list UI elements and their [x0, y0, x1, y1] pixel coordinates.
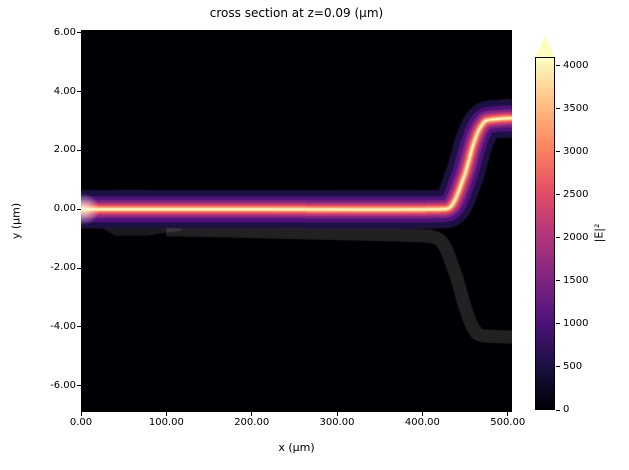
colorbar-tick-label: 2000	[563, 231, 589, 243]
x-axis-label: x (μm)	[278, 441, 315, 454]
y-tick-mark	[77, 208, 81, 210]
colorbar-tick-mark	[556, 409, 560, 411]
x-tick-label: 500.00	[490, 417, 526, 428]
x-tick-mark	[165, 412, 167, 416]
colorbar-tick-label: 3500	[563, 102, 589, 114]
colorbar-tick-label: 4000	[563, 59, 589, 71]
colorbar-extend-arrow	[535, 36, 555, 57]
colorbar-tick-mark	[556, 151, 560, 153]
y-tick-mark	[77, 32, 81, 34]
colorbar-tick-mark	[556, 280, 560, 282]
y-tick-mark	[77, 326, 81, 328]
colorbar-label: |E|²	[592, 223, 606, 243]
colorbar-tick-label: 1500	[563, 274, 589, 286]
x-tick-label: 300.00	[319, 417, 355, 428]
colorbar-tick-label: 0	[563, 404, 570, 415]
x-tick-label: 0.00	[69, 417, 93, 428]
x-tick-mark	[421, 412, 423, 416]
x-tick-mark	[80, 412, 82, 416]
y-axis-label: y (μm)	[9, 202, 23, 240]
x-tick-mark	[251, 412, 253, 416]
colorbar-tick-mark	[556, 108, 560, 110]
x-tick-mark	[336, 412, 338, 416]
colorbar-tick-label: 2500	[563, 188, 589, 200]
colorbar-tick-label: 3000	[563, 145, 589, 157]
colorbar-tick-label: 1000	[563, 317, 589, 329]
colorbar-tick-mark	[556, 366, 560, 368]
heatmap-canvas	[81, 30, 512, 412]
chart-title: cross section at z=0.09 (μm)	[209, 6, 384, 20]
x-tick-label: 100.00	[148, 417, 184, 428]
y-tick-label: -4.00	[50, 320, 76, 332]
colorbar-tick-mark	[556, 194, 560, 196]
colorbar-tick-label: 500	[563, 360, 583, 372]
colorbar-tick-mark	[556, 237, 560, 239]
colorbar-tick-mark	[556, 323, 560, 325]
y-tick-label: -2.00	[50, 262, 76, 273]
y-tick-label: 0.00	[53, 203, 76, 215]
y-tick-label: 4.00	[53, 85, 76, 97]
x-tick-label: 400.00	[404, 417, 440, 428]
y-tick-label: 2.00	[53, 144, 76, 156]
plot-area	[81, 30, 512, 412]
y-tick-label: -6.00	[50, 379, 76, 391]
y-tick-mark	[77, 385, 81, 387]
y-tick-mark	[77, 91, 81, 93]
y-tick-mark	[77, 149, 81, 151]
x-tick-label: 200.00	[234, 417, 270, 428]
x-tick-mark	[507, 412, 509, 416]
y-tick-mark	[77, 267, 81, 269]
y-tick-label: 6.00	[53, 26, 76, 38]
colorbar-tick-mark	[556, 65, 560, 67]
colorbar-gradient	[535, 57, 555, 410]
